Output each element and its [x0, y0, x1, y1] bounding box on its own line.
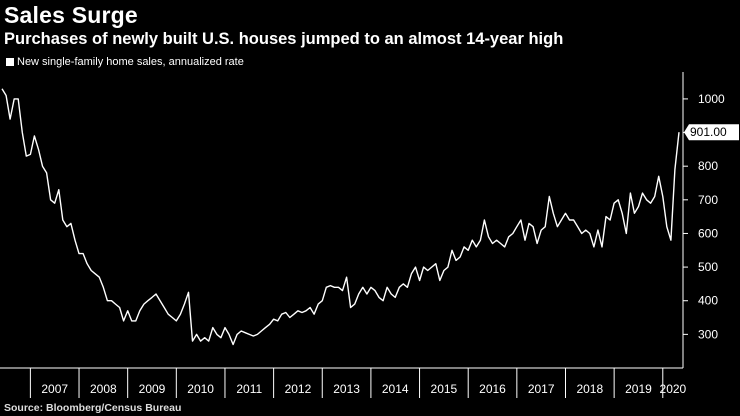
x-tick-label: 2017 [528, 382, 555, 396]
x-tick-label: 2010 [187, 382, 214, 396]
x-tick-label: 2013 [333, 382, 360, 396]
last-value-badge [684, 124, 739, 141]
x-tick-label: 2014 [382, 382, 409, 396]
y-tick-label: 700 [698, 193, 718, 207]
x-tick-label: 2016 [479, 382, 506, 396]
x-tick-label: 2011 [236, 382, 262, 396]
x-tick-label: 2007 [41, 382, 68, 396]
source-note: Source: Bloomberg/Census Bureau [4, 402, 182, 414]
y-tick-label: 500 [698, 260, 718, 274]
y-tick-label: 1000 [698, 92, 725, 106]
y-tick-label: 300 [698, 327, 718, 341]
x-tick-label: 2009 [139, 382, 166, 396]
x-tick-label: 2018 [576, 382, 603, 396]
chart-title: Sales Surge [4, 2, 138, 28]
y-tick-label: 400 [698, 294, 718, 308]
legend-label: New single-family home sales, annualized… [17, 56, 244, 68]
x-tick-label: 2019 [625, 382, 652, 396]
x-tick-label: 2012 [285, 382, 312, 396]
y-tick-label: 600 [698, 226, 718, 240]
legend: New single-family home sales, annualized… [6, 56, 244, 68]
y-tick-label: 800 [698, 159, 718, 173]
series-line [1, 88, 680, 346]
x-tick-label: 2015 [431, 382, 458, 396]
last-value-label: 901.00 [690, 125, 727, 139]
x-tick-label: 2020 [660, 382, 687, 396]
legend-swatch [6, 58, 14, 66]
chart-subtitle: Purchases of newly built U.S. houses jum… [4, 30, 564, 48]
x-tick-label: 2008 [90, 382, 117, 396]
